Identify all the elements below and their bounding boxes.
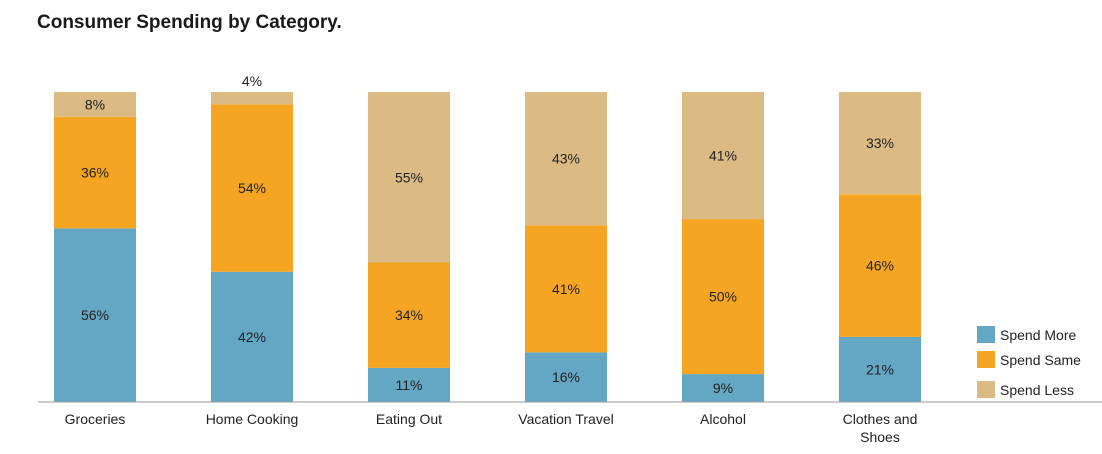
legend-swatch: [977, 326, 995, 343]
data-label: 50%: [709, 289, 737, 305]
bar-segment: [525, 225, 607, 353]
bar-segment: [682, 374, 764, 402]
data-label: 11%: [396, 377, 423, 393]
data-label: 36%: [81, 165, 109, 181]
legend: Spend More Spend Same Spend Less: [977, 326, 1081, 398]
category-label: Groceries: [65, 411, 126, 427]
category-label: Clothes and Shoes: [843, 411, 918, 445]
bar-segment: [211, 104, 293, 272]
category-label: Eating Out: [376, 411, 442, 427]
data-label: 46%: [866, 258, 894, 274]
data-label: 34%: [395, 307, 423, 323]
bar-segment: [839, 336, 921, 402]
legend-swatch: [977, 351, 995, 368]
data-label: 9%: [713, 380, 733, 396]
data-label: 4%: [242, 73, 262, 89]
legend-label: Spend Same: [1000, 352, 1081, 368]
legend-label: Spend More: [1000, 327, 1076, 343]
bar-segment: [54, 116, 136, 229]
data-label: 43%: [552, 151, 580, 167]
bar-segment: [211, 92, 293, 105]
data-label: 42%: [238, 329, 266, 345]
bar-segment: [54, 92, 136, 117]
data-label: 41%: [552, 281, 580, 297]
data-label: 54%: [238, 180, 266, 196]
category-label: Home Cooking: [206, 411, 299, 427]
category-label: Alcohol: [700, 411, 746, 427]
data-label: 56%: [81, 307, 109, 323]
legend-label: Spend Less: [1000, 382, 1074, 398]
bar-segment: [54, 228, 136, 402]
bar-segment: [368, 92, 450, 263]
data-label: 8%: [85, 96, 105, 112]
bar-segment: [525, 352, 607, 402]
bar-segment: [525, 92, 607, 226]
data-label: 33%: [866, 135, 894, 151]
data-label: 41%: [709, 148, 737, 164]
data-label: 16%: [552, 369, 580, 385]
data-label: 55%: [395, 169, 423, 185]
bar-segment: [839, 92, 921, 195]
legend-swatch: [977, 381, 995, 398]
data-label: 21%: [866, 361, 894, 377]
bar-segment: [682, 219, 764, 375]
x-axis: Groceries Home Cooking Eating Out Vacation …: [38, 401, 1102, 445]
bar-segment: [368, 262, 450, 368]
chart-title: Consumer Spending by Category.: [37, 12, 342, 33]
bar-segment: [682, 92, 764, 220]
bar-segment: [839, 194, 921, 337]
bars-layer: [54, 92, 921, 402]
data-labels-layer: 56% 36% 8% 42% 54% 4% 11% 34% 55% 16% 41% 43% 9% 50% 4…: [81, 73, 894, 396]
category-label: Vacation Travel: [518, 411, 613, 427]
bar-segment: [211, 271, 293, 402]
bar-segment: [368, 367, 450, 402]
